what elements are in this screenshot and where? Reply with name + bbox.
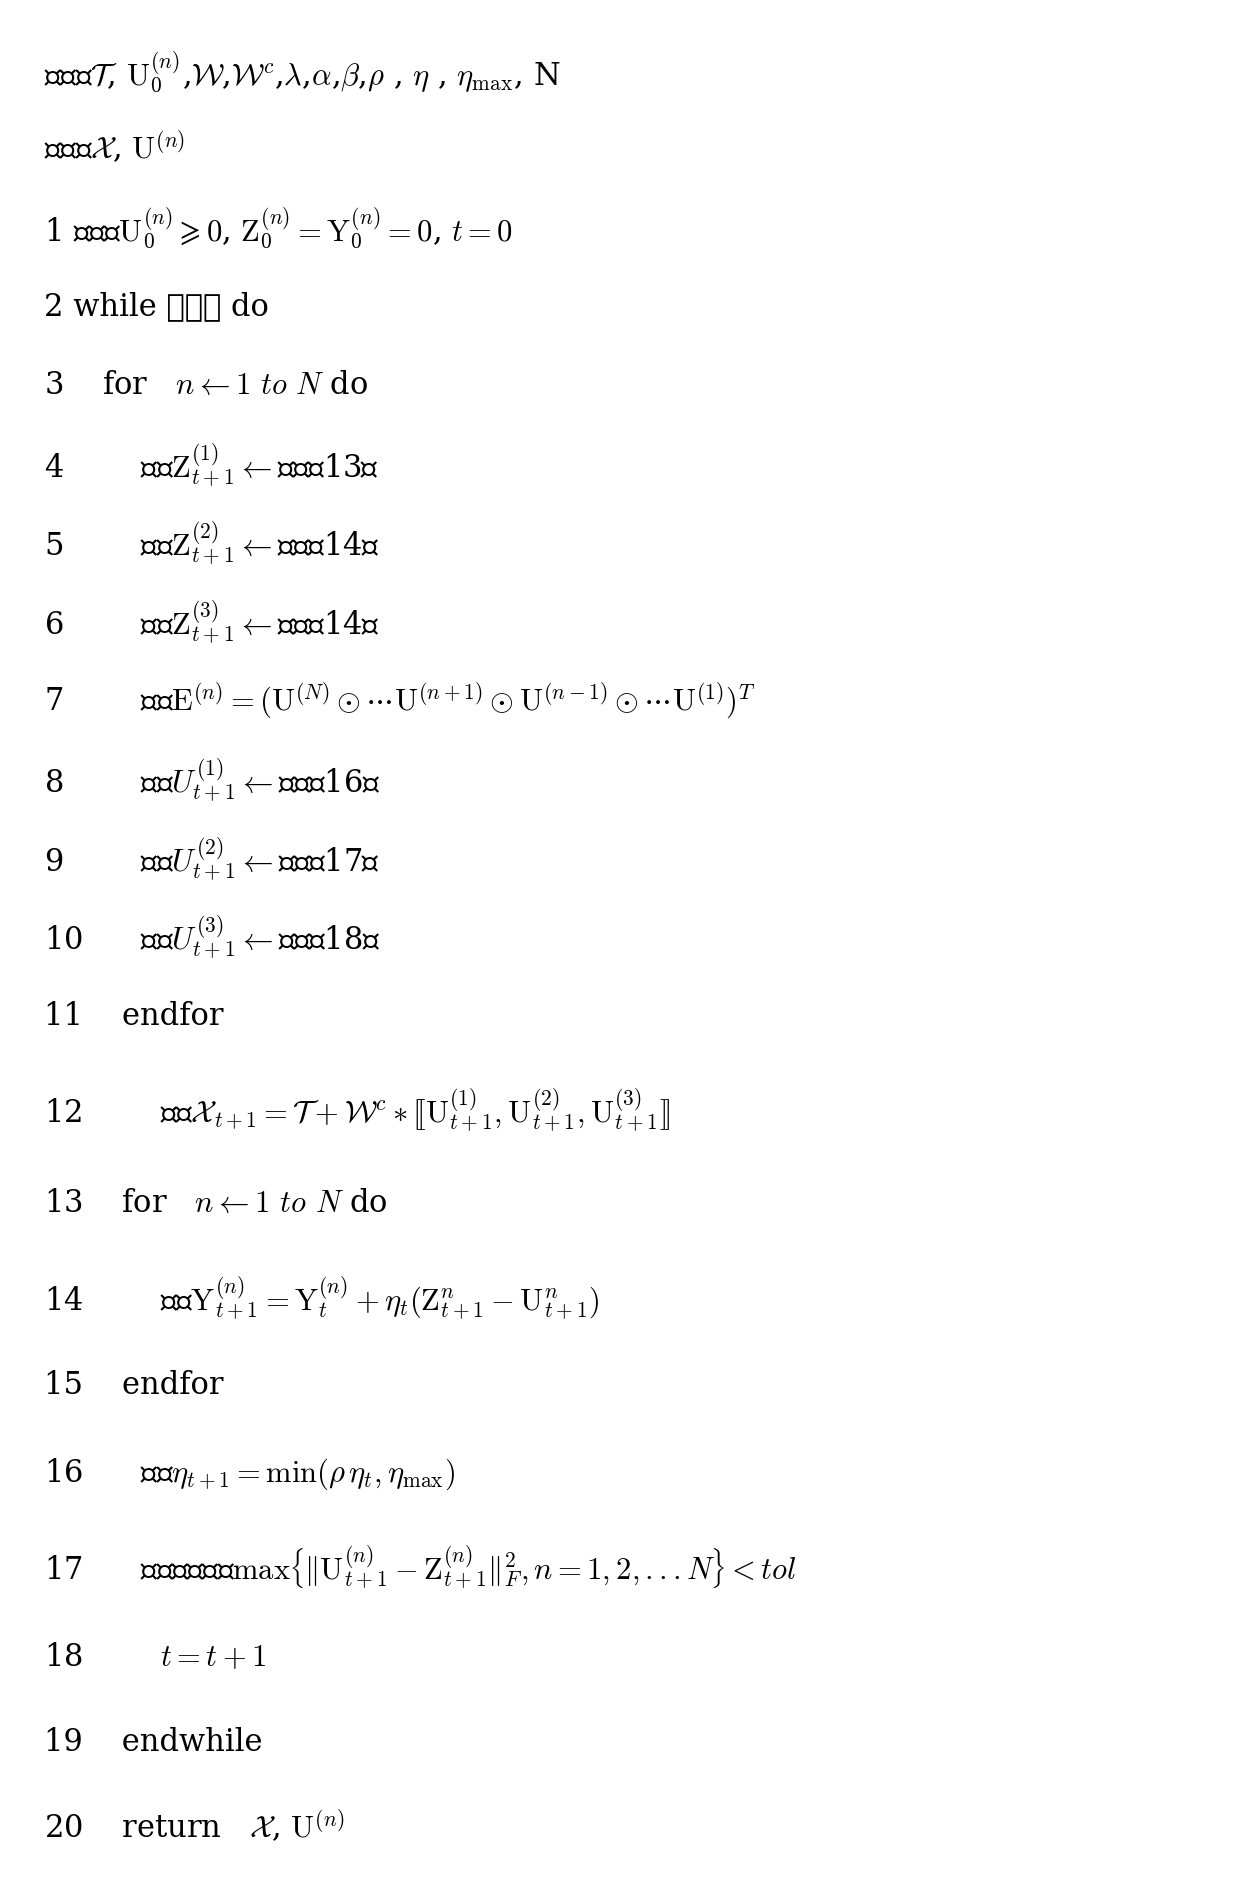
Text: 3    for   $n\leftarrow 1$ $to$ $N$ do: 3 for $n\leftarrow 1$ $to$ $N$ do [43,370,368,400]
Text: 18        $t=t+1$: 18 $t=t+1$ [43,1642,265,1672]
Text: 19    endwhile: 19 endwhile [43,1727,262,1757]
Text: 13    for   $n\leftarrow 1$ $to$ $N$ do: 13 for $n\leftarrow 1$ $to$ $N$ do [43,1188,387,1218]
Text: 7        计算$\mathrm{E}^{(n)}=(\mathrm{U}^{(N)}\odot\cdots\mathrm{U}^{(n+1)}\odot: 7 计算$\mathrm{E}^{(n)}=(\mathrm{U}^{(N)}\… [43,680,755,722]
Text: 15    endfor: 15 endfor [43,1370,223,1400]
Text: 11    endfor: 11 endfor [43,1001,223,1031]
Text: 20    return   $\mathcal{X}$, $\mathrm{U}^{(n)}$: 20 return $\mathcal{X}$, $\mathrm{U}^{(n… [43,1808,343,1844]
Text: 16      更新$\eta_{t+1}=\min(\rho\,\eta_t,\eta_{\max})$: 16 更新$\eta_{t+1}=\min(\rho\,\eta_t,\eta_… [43,1456,455,1490]
Text: 12        更新$\mathcal{X}_{t+1}=\mathcal{T}+\mathcal{W}^c*[\![\mathrm{U}_{t+1}^{(: 12 更新$\mathcal{X}_{t+1}=\mathcal{T}+\mat… [43,1086,670,1133]
Text: 5        更新$\mathrm{Z}_{t+1}^{(2)}\leftarrow$等式（14）: 5 更新$\mathrm{Z}_{t+1}^{(2)}\leftarrow$等式… [43,519,379,567]
Text: 2 while 不收敛 do: 2 while 不收敛 do [43,291,269,323]
Text: 14        更新$\mathrm{Y}_{t+1}^{(n)}=\mathrm{Y}_t^{(n)}+\eta_t(\mathrm{Z}_{t+1}^n: 14 更新$\mathrm{Y}_{t+1}^{(n)}=\mathrm{Y}_… [43,1273,599,1320]
Text: 1 初始化$\mathrm{U}_0^{(n)}\geqslant 0$, $\mathrm{Z}_0^{(n)}=\mathrm{Y}_0^{(n)}=0$,: 1 初始化$\mathrm{U}_0^{(n)}\geqslant 0$, $\… [43,206,513,251]
Text: 8        更新$U_{t+1}^{(1)}\leftarrow$等式（16）: 8 更新$U_{t+1}^{(1)}\leftarrow$等式（16） [43,756,381,803]
Text: 6        更新$\mathrm{Z}_{t+1}^{(3)}\leftarrow$等式（14）: 6 更新$\mathrm{Z}_{t+1}^{(3)}\leftarrow$等式… [43,599,379,646]
Text: 输入：$\mathcal{T}$, $\mathrm{U}_0^{(n)}$,$\mathcal{W}$,$\mathcal{W}^c$,$\lambda$,$: 输入：$\mathcal{T}$, $\mathrm{U}_0^{(n)}$,$… [43,49,560,94]
Text: 10      更新$U_{t+1}^{(3)}\leftarrow$等式（18）: 10 更新$U_{t+1}^{(3)}\leftarrow$等式（18） [43,912,381,962]
Text: 4        更新$\mathrm{Z}_{t+1}^{(1)}\leftarrow$等式（13）: 4 更新$\mathrm{Z}_{t+1}^{(1)}\leftarrow$等式… [43,440,378,487]
Text: 输出：$\mathcal{X}$, $\mathrm{U}^{(n)}$: 输出：$\mathcal{X}$, $\mathrm{U}^{(n)}$ [43,128,185,166]
Text: 17      检查是否收敛$\max\left\{\|\mathrm{U}_{t+1}^{(n)}-\mathrm{Z}_{t+1}^{(n)}\|_F^2,: 17 检查是否收敛$\max\left\{\|\mathrm{U}_{t+1}^… [43,1543,796,1591]
Text: 9        更新$U_{t+1}^{(2)}\leftarrow$等式（17）: 9 更新$U_{t+1}^{(2)}\leftarrow$等式（17） [43,835,379,882]
